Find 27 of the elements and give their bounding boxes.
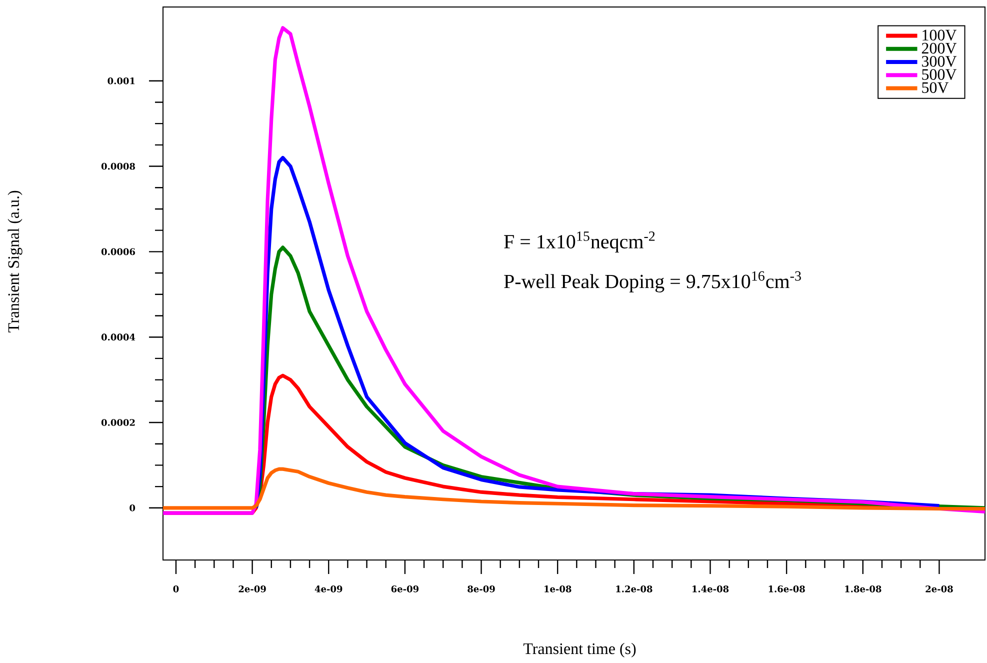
annotation: P-well Peak Doping = 9.75x10$^{16}$cm$^{-3}$: [504, 271, 801, 292]
x-tick-label: 1.8e-08: [845, 586, 882, 592]
y-tick-label: 0.001: [108, 77, 135, 84]
x-tick-label: 1.2e-08: [616, 586, 652, 592]
x-tick-label: 6e-09: [391, 586, 419, 592]
legend-label: 100V: [922, 30, 957, 41]
legend-label: 50V: [922, 82, 949, 94]
legend-label: 200V: [922, 42, 957, 54]
x-axis-title: Transient time (s): [523, 642, 636, 658]
legend-label: 500V: [922, 69, 957, 80]
legend-label: 300V: [922, 56, 957, 67]
annotation: F = 1x10$^{15}$neqcm$^{-2}$: [504, 232, 655, 253]
x-tick-label: 4e-09: [314, 586, 342, 592]
y-tick-label: 0.0002: [101, 419, 135, 426]
y-tick-label: 0: [130, 504, 136, 512]
y-tick-label: 0.0006: [101, 248, 136, 256]
line-series: [163, 26, 986, 515]
x-tick-label: 0: [173, 586, 179, 592]
x-tick-label: 1.4e-08: [692, 586, 729, 592]
x-tick-label: 8e-09: [468, 586, 495, 592]
x-tick-label: 1e-08: [544, 586, 572, 592]
x-tick-label: 2e-09: [238, 586, 266, 592]
y-axis-title: Transient Signal (a.u.): [8, 190, 22, 332]
y-tick-label: 0.0008: [101, 162, 136, 170]
x-tick-label: 1.6e-08: [768, 586, 805, 592]
y-tick-label: 0.0004: [101, 334, 136, 340]
x-tick-label: 2e-08: [926, 586, 953, 592]
